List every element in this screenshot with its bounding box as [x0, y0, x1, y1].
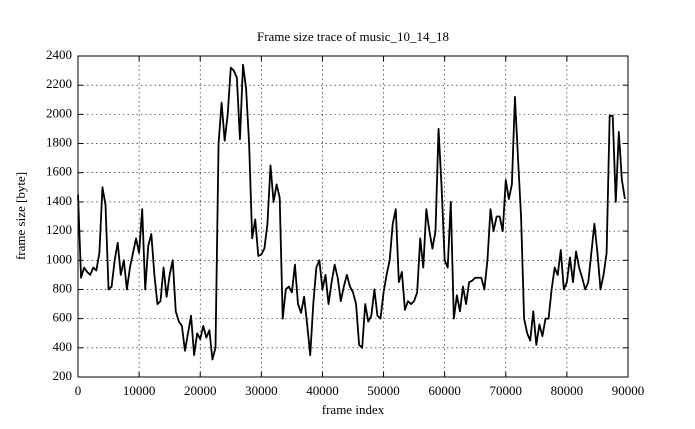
x-tick-label: 60000 [428, 383, 461, 398]
x-tick-label: 90000 [612, 383, 645, 398]
y-tick-label: 1200 [46, 222, 72, 237]
x-tick-label: 30000 [245, 383, 278, 398]
y-tick-label: 1400 [46, 193, 72, 208]
y-tick-label: 2000 [46, 105, 72, 120]
y-tick-label: 200 [53, 368, 73, 383]
x-axis-label: frame index [322, 402, 385, 417]
plot-frame [77, 55, 629, 378]
x-tick-label: 70000 [490, 383, 523, 398]
data-line [77, 63, 626, 361]
x-tick-label: 40000 [306, 383, 339, 398]
y-tick-label: 400 [53, 339, 73, 354]
y-tick-label: 600 [53, 310, 73, 325]
x-tick-label: 80000 [551, 383, 584, 398]
y-tick-label: 1800 [46, 135, 72, 150]
x-tick-label: 10000 [123, 383, 156, 398]
chart-title: Frame size trace of music_10_14_18 [257, 29, 449, 44]
x-tick-label: 0 [75, 383, 82, 398]
x-tick-label: 20000 [184, 383, 217, 398]
y-tick-label: 2400 [46, 47, 72, 62]
y-tick-label: 2200 [46, 76, 72, 91]
y-tick-label: 800 [53, 280, 73, 295]
y-tick-label: 1600 [46, 164, 72, 179]
y-tick-label: 1000 [46, 251, 72, 266]
y-axis-label: frame size [byte] [13, 172, 28, 260]
x-tick-label: 50000 [367, 383, 400, 398]
